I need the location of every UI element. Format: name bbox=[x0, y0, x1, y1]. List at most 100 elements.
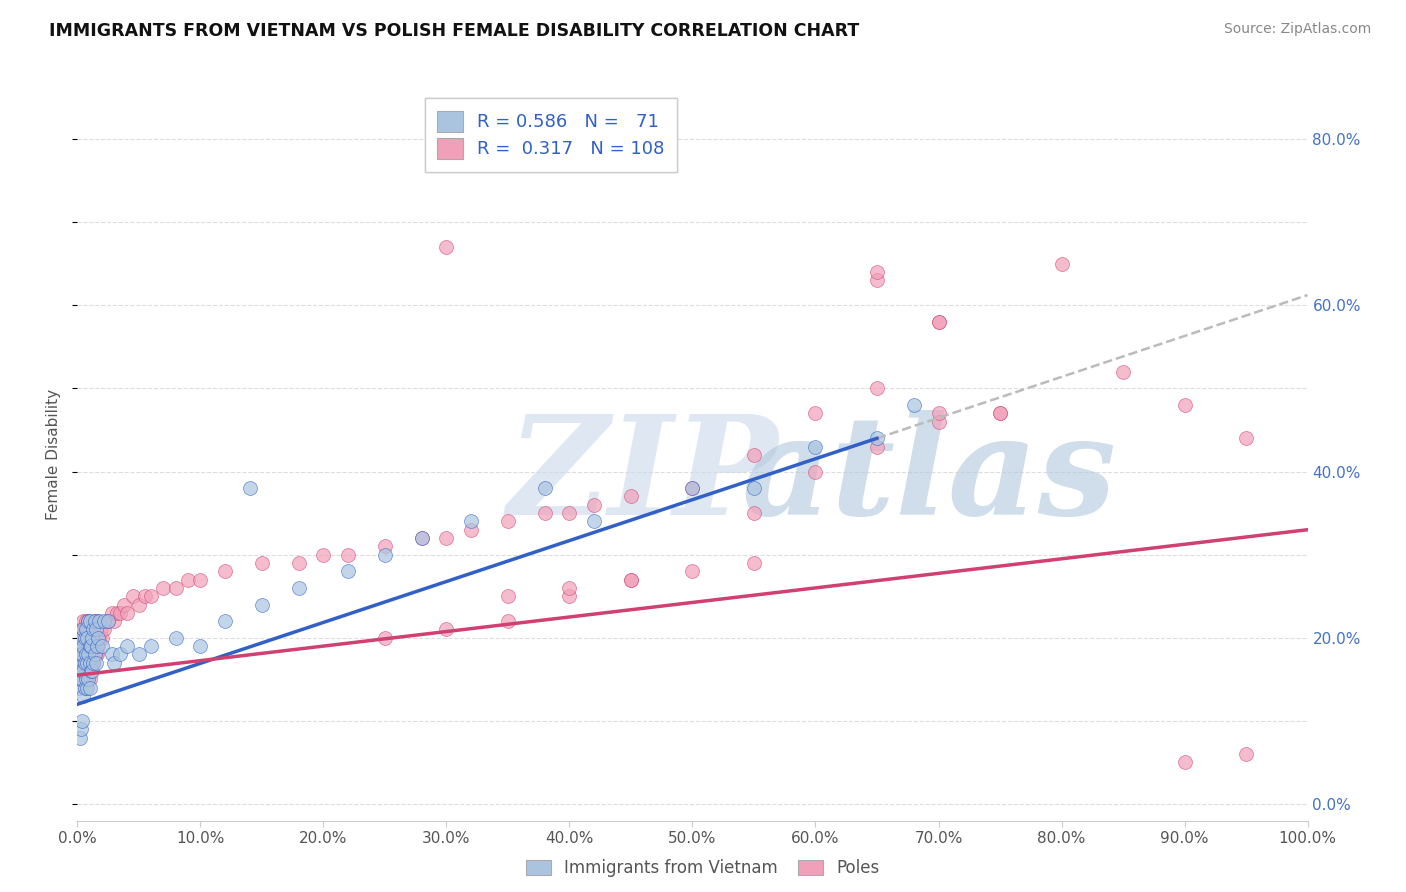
Point bbox=[70, 723, 93, 737]
Point bbox=[1174, 398, 1197, 412]
Point bbox=[83, 614, 105, 628]
Point bbox=[141, 589, 163, 603]
Point bbox=[80, 664, 103, 678]
Point bbox=[214, 614, 236, 628]
Legend: R = 0.586   N =   71, R =  0.317   N = 108: R = 0.586 N = 71, R = 0.317 N = 108 bbox=[425, 98, 678, 171]
Point bbox=[620, 573, 643, 587]
Point bbox=[70, 673, 93, 687]
Point bbox=[75, 614, 97, 628]
Point bbox=[103, 656, 125, 670]
Point bbox=[101, 648, 124, 662]
Point bbox=[79, 639, 101, 653]
Point bbox=[583, 498, 606, 512]
Point bbox=[337, 548, 360, 562]
Point bbox=[72, 673, 94, 687]
Point bbox=[77, 664, 100, 678]
Point bbox=[73, 656, 96, 670]
Point bbox=[682, 564, 704, 578]
Point bbox=[460, 515, 482, 529]
Point bbox=[90, 623, 112, 637]
Text: IMMIGRANTS FROM VIETNAM VS POLISH FEMALE DISABILITY CORRELATION CHART: IMMIGRANTS FROM VIETNAM VS POLISH FEMALE… bbox=[49, 22, 859, 40]
Point bbox=[558, 506, 581, 520]
Point bbox=[928, 315, 950, 329]
Point bbox=[72, 614, 94, 628]
Point bbox=[742, 506, 765, 520]
Point bbox=[80, 656, 103, 670]
Point bbox=[75, 623, 97, 637]
Point bbox=[77, 614, 100, 628]
Text: ZIP: ZIP bbox=[508, 409, 779, 544]
Point bbox=[742, 481, 765, 495]
Point bbox=[250, 598, 273, 612]
Point bbox=[866, 381, 889, 395]
Point bbox=[69, 673, 91, 687]
Point bbox=[76, 648, 98, 662]
Point bbox=[804, 406, 827, 420]
Point bbox=[1234, 747, 1257, 761]
Point bbox=[69, 673, 91, 687]
Point bbox=[70, 631, 93, 645]
Point bbox=[72, 631, 94, 645]
Point bbox=[804, 440, 827, 454]
Point bbox=[70, 648, 93, 662]
Point bbox=[128, 598, 150, 612]
Point bbox=[79, 673, 101, 687]
Point bbox=[105, 606, 128, 620]
Point bbox=[558, 581, 581, 595]
Point bbox=[534, 481, 557, 495]
Point bbox=[988, 406, 1011, 420]
Point bbox=[87, 631, 110, 645]
Point bbox=[128, 648, 150, 662]
Point bbox=[73, 623, 96, 637]
Point bbox=[742, 556, 765, 570]
Point bbox=[152, 581, 174, 595]
Point bbox=[67, 648, 90, 662]
Point bbox=[374, 539, 396, 553]
Point bbox=[82, 623, 104, 637]
Point bbox=[82, 631, 104, 645]
Point bbox=[73, 664, 96, 678]
Point bbox=[288, 581, 311, 595]
Point bbox=[115, 639, 138, 653]
Point bbox=[82, 656, 104, 670]
Point bbox=[121, 589, 143, 603]
Point bbox=[288, 556, 311, 570]
Point bbox=[72, 656, 94, 670]
Point bbox=[112, 598, 135, 612]
Point bbox=[620, 490, 643, 504]
Point bbox=[73, 648, 96, 662]
Point bbox=[77, 648, 100, 662]
Point bbox=[188, 573, 212, 587]
Point bbox=[1174, 756, 1197, 770]
Point bbox=[374, 548, 396, 562]
Point bbox=[411, 531, 433, 545]
Point bbox=[75, 648, 97, 662]
Point bbox=[79, 614, 101, 628]
Point bbox=[86, 639, 108, 653]
Point bbox=[110, 648, 132, 662]
Legend: Immigrants from Vietnam, Poles: Immigrants from Vietnam, Poles bbox=[519, 853, 887, 884]
Point bbox=[742, 448, 765, 462]
Point bbox=[866, 273, 889, 287]
Point bbox=[1112, 365, 1135, 379]
Point bbox=[177, 573, 200, 587]
Point bbox=[436, 240, 458, 254]
Point bbox=[84, 614, 107, 628]
Point bbox=[76, 623, 98, 637]
Point bbox=[70, 631, 93, 645]
Point bbox=[86, 614, 108, 628]
Point bbox=[84, 623, 107, 637]
Point bbox=[77, 614, 100, 628]
Point bbox=[83, 648, 105, 662]
Point bbox=[70, 664, 93, 678]
Point bbox=[67, 656, 90, 670]
Point bbox=[110, 606, 132, 620]
Point bbox=[82, 656, 104, 670]
Point bbox=[115, 606, 138, 620]
Point bbox=[682, 481, 704, 495]
Point bbox=[101, 606, 124, 620]
Point bbox=[188, 639, 212, 653]
Point bbox=[77, 673, 100, 687]
Point bbox=[79, 656, 101, 670]
Point bbox=[79, 623, 101, 637]
